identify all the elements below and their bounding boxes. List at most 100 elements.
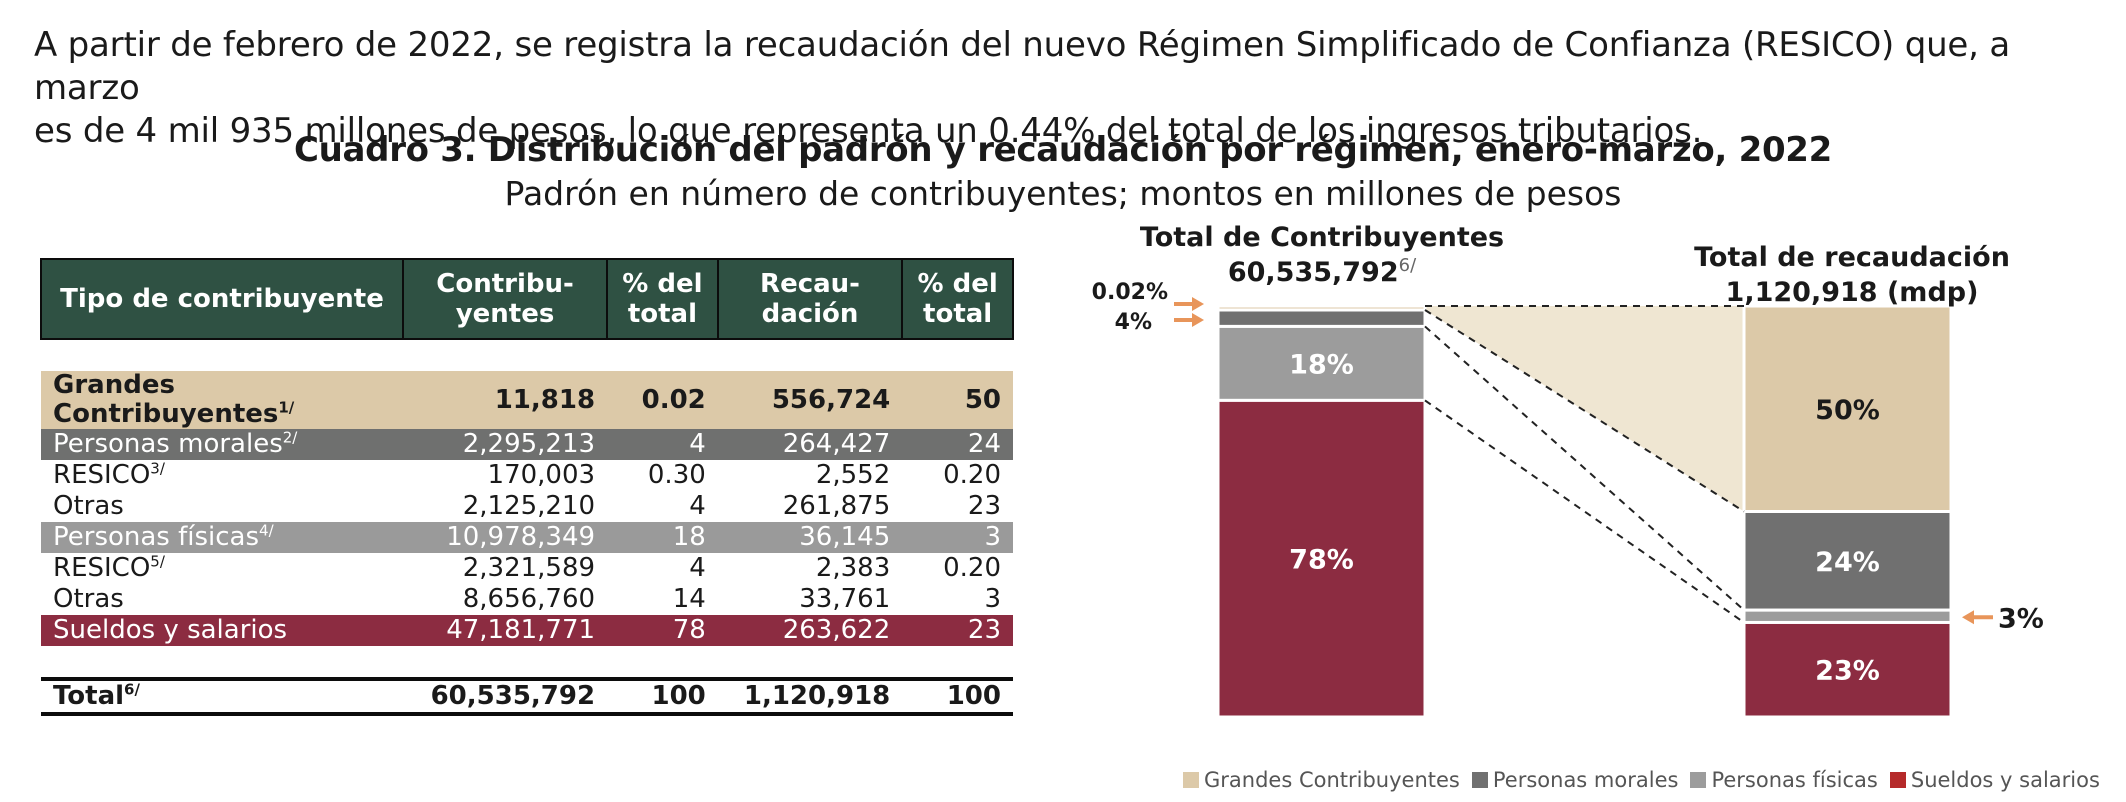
cell-recaudacion: 2,383 <box>815 553 891 583</box>
row-label: Total6/ <box>41 677 403 716</box>
footnote-ref: 3/ <box>150 459 165 478</box>
row-fisicas-resico: RESICO5/ 2,321,589 4 2,383 0.20 <box>41 553 1013 584</box>
cell-contribuyentes: 2,321,589 <box>462 553 596 583</box>
cell-contribuyentes: 47,181,771 <box>403 615 608 646</box>
cell-recaudacion: 556,724 <box>717 371 903 429</box>
left-bar-total-value: 60,535,792 <box>1228 257 1399 288</box>
label-contribuyentes-sueldos: 78% <box>1289 545 1354 576</box>
bar-contribuyentes-grandes-segment <box>1216 304 1427 312</box>
label-recaudacion-fisicas: 3% <box>1998 603 2044 634</box>
row-morales-otras: Otras 2,125,210 4 261,875 23 <box>41 491 1013 522</box>
header-pct2-line1: % del <box>917 269 998 299</box>
cell-contribuyentes: 8,656,760 <box>462 584 596 614</box>
header-contribuyentes-line1: Contribu- <box>436 269 574 299</box>
cell-contribuyentes: 2,125,210 <box>462 491 596 521</box>
chart-legend: Grandes Contribuyentes Personas morales Pe… <box>1183 768 2100 792</box>
row-label-text: RESICO <box>53 460 151 490</box>
legend-item-morales: Personas morales <box>1471 768 1679 792</box>
left-bar-total-sup: 6/ <box>1399 255 1417 276</box>
legend-label: Personas físicas <box>1711 768 1878 792</box>
cell-contribuyentes: 11,818 <box>403 371 608 429</box>
row-label: Personas físicas4/ <box>41 522 403 553</box>
header-tipo: Tipo de contribuyente <box>40 258 404 340</box>
cell-pct-recaudacion: 0.20 <box>943 553 1001 583</box>
row-label: Grandes Contribuyentes1/ <box>41 371 403 429</box>
cell-recaudacion: 261,875 <box>782 491 891 521</box>
cell-pct-recaudacion: 0.20 <box>943 460 1001 490</box>
legend-label: Personas morales <box>1492 768 1679 792</box>
header-recaudacion: Recau-dación <box>716 258 904 340</box>
label-contribuyentes-fisicas: 18% <box>1289 349 1354 380</box>
connector-line-morales <box>1424 309 1745 513</box>
cell-pct-recaudacion: 50 <box>902 371 1013 429</box>
padron-table: Tipo de contribuyente Contribu-yentes % … <box>40 258 1014 716</box>
row-label-text: Personas físicas <box>53 522 260 552</box>
footnote-ref: 2/ <box>282 428 298 447</box>
header-pct1-line1: % del <box>622 269 703 299</box>
row-label: Personas morales2/ <box>41 429 403 460</box>
footnote-ref: 6/ <box>124 680 140 699</box>
header-recaudacion-line1: Recau- <box>760 269 860 299</box>
cell-recaudacion: 263,622 <box>717 615 903 646</box>
connector-line-sueldos <box>1424 399 1745 624</box>
header-pct1-line2: total <box>627 299 698 329</box>
cell-recaudacion: 33,761 <box>799 584 891 614</box>
cell-pct-contribuyentes: 0.02 <box>607 371 718 429</box>
bar-contribuyentes-morales-segment <box>1216 308 1427 328</box>
row-personas-morales: Personas morales2/ 2,295,213 4 264,427 2… <box>41 429 1013 460</box>
header-contribuyentes-line2: yentes <box>455 299 555 329</box>
label-contribuyentes-morales: 4% <box>1115 310 1152 335</box>
cell-pct-recaudacion: 100 <box>902 677 1013 716</box>
cell-contribuyentes: 60,535,792 <box>403 677 608 716</box>
row-morales-resico: RESICO3/ 170,003 0.30 2,552 0.20 <box>41 460 1013 491</box>
arrow-contribuyentes-grandes-head <box>1192 297 1204 311</box>
cell-contribuyentes: 2,295,213 <box>403 429 608 460</box>
row-label: RESICO5/ <box>41 553 403 584</box>
row-total: Total6/ 60,535,792 100 1,120,918 100 <box>41 677 1013 716</box>
right-bar-title: Total de recaudación <box>1694 242 2010 273</box>
label-recaudacion-sueldos: 23% <box>1815 656 1880 687</box>
row-label: Sueldos y salarios <box>41 615 403 646</box>
legend-swatch <box>1690 772 1707 788</box>
cell-pct-recaudacion: 23 <box>967 491 1001 521</box>
cell-contribuyentes: 170,003 <box>487 460 596 490</box>
table-subtitle: Padrón en número de contribuyentes; mont… <box>504 174 1622 213</box>
bar-recaudacion-morales-segment <box>1742 510 1953 612</box>
legend-swatch <box>1889 772 1906 788</box>
footnote-ref: 4/ <box>259 521 274 540</box>
row-label-line1: Grandes <box>53 370 175 400</box>
legend-swatch <box>1471 772 1488 788</box>
row-fisicas-otras: Otras 8,656,760 14 33,761 3 <box>41 584 1013 615</box>
cell-pct-recaudacion: 24 <box>902 429 1013 460</box>
cell-pct-contribuyentes: 78 <box>607 615 718 646</box>
cell-recaudacion: 36,145 <box>717 522 903 553</box>
cell-recaudacion: 1,120,918 <box>717 677 903 716</box>
row-label: Otras <box>53 491 124 521</box>
cell-pct-contribuyentes: 4 <box>689 491 706 521</box>
header-pct-contribuyentes: % del total <box>606 258 719 340</box>
row-label: Otras <box>53 584 124 614</box>
row-label-text: RESICO <box>53 553 151 583</box>
header-recaudacion-line2: dación <box>761 299 859 329</box>
right-bar-total: 1,120,918 (mdp) <box>1726 277 1979 308</box>
cell-pct-contribuyentes: 0.30 <box>647 460 706 490</box>
row-sueldos-salarios: Sueldos y salarios 47,181,771 78 263,622… <box>41 615 1013 646</box>
header-pct2-line2: total <box>923 299 993 329</box>
legend-item-grandes: Grandes Contribuyentes <box>1183 768 1460 792</box>
arrow-contribuyentes-morales-head <box>1192 313 1204 327</box>
cell-pct-contribuyentes: 18 <box>607 522 718 553</box>
cell-recaudacion: 2,552 <box>815 460 891 490</box>
bar-recaudacion-fisicas-segment <box>1742 608 1953 624</box>
legend-label: Sueldos y salarios <box>1910 768 2100 792</box>
cell-pct-recaudacion: 3 <box>984 584 1001 614</box>
row-label-text: Personas morales <box>53 429 283 459</box>
left-bar-total: 60,535,7926/ <box>1228 255 1417 288</box>
table-header-row: Tipo de contribuyente Contribu-yentes % … <box>40 258 1014 340</box>
legend-swatch <box>1183 772 1199 788</box>
bar-recaudacion-grandes-segment <box>1742 304 1953 513</box>
left-bar-title: Total de Contribuyentes <box>1140 222 1504 253</box>
header-pct-recaudacion: % del total <box>901 258 1014 340</box>
row-grandes-contribuyentes: Grandes Contribuyentes1/ 11,818 0.02 556,… <box>41 371 1013 429</box>
connector-line-fisicas <box>1424 325 1745 611</box>
footnote-ref: 1/ <box>278 398 295 417</box>
